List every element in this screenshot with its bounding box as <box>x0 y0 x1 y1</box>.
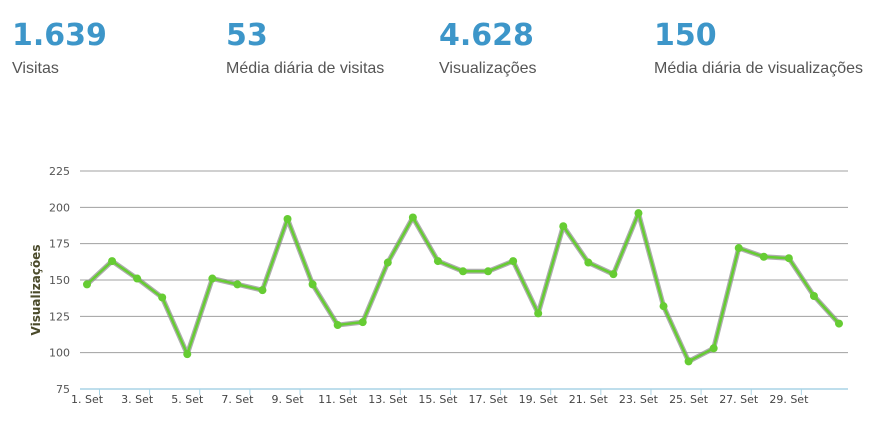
data-point-day-18 <box>509 257 518 266</box>
data-point-day-15 <box>433 257 442 266</box>
y-tick-label-150: 150 <box>49 274 70 287</box>
x-tick-label-7: 13. Set <box>368 393 408 406</box>
stat-views-label: Visualizações <box>439 60 537 77</box>
chart-y-tick-labels: 75 100 125 150 175 200 225 <box>49 165 70 396</box>
stat-daily-views-value: 150 <box>654 18 717 53</box>
x-tick-label-3: 5. Set <box>171 393 204 406</box>
y-tick-label-100: 100 <box>49 347 70 360</box>
data-point-day-11 <box>333 321 342 330</box>
data-point-day-21 <box>584 258 593 267</box>
x-tick-label-2: 3. Set <box>121 393 154 406</box>
stat-daily-visits-label: Média diária de visitas <box>226 60 385 77</box>
x-tick-label-15: 29. Set <box>769 393 809 406</box>
stat-views: 4.628 Visualizações <box>439 18 537 80</box>
data-point-day-4 <box>158 293 167 302</box>
data-point-day-30 <box>809 291 818 300</box>
data-point-day-12 <box>358 318 367 327</box>
y-tick-label-200: 200 <box>49 201 70 214</box>
data-point-day-14 <box>408 213 417 222</box>
x-tick-label-4: 7. Set <box>221 393 254 406</box>
stat-daily-visits-value: 53 <box>226 18 268 53</box>
stat-visits-value: 1.639 <box>12 18 107 53</box>
x-tick-label-10: 19. Set <box>519 393 559 406</box>
data-point-day-20 <box>559 222 568 231</box>
x-tick-label-9: 17. Set <box>469 393 509 406</box>
stat-daily-visits: 53 Média diária de visitas <box>226 18 384 80</box>
data-point-day-26 <box>709 344 718 353</box>
data-point-day-17 <box>484 267 493 276</box>
data-point-day-28 <box>759 252 768 261</box>
data-point-day-25 <box>684 357 693 366</box>
x-tick-label-11: 21. Set <box>569 393 609 406</box>
data-point-day-31 <box>835 319 843 328</box>
data-point-day-23 <box>634 209 643 218</box>
chart-x-tick-labels: 1. Set 3. Set 5. Set 7. Set 9. Set 11. Set 13.… <box>71 389 809 406</box>
x-tick-label-8: 15. Set <box>418 393 458 406</box>
data-point-day-8 <box>258 286 267 295</box>
x-tick-label-5: 9. Set <box>272 393 305 406</box>
stat-daily-views-label: Média diária de visualizações <box>654 60 863 77</box>
data-point-day-19 <box>534 309 543 318</box>
data-point-day-2 <box>108 257 117 266</box>
views-line-chart: 75 100 125 150 175 200 225 1. Set 3. Set 5. Set 7… <box>29 165 848 406</box>
data-point-day-10 <box>308 280 317 289</box>
data-point-day-6 <box>208 274 217 283</box>
data-point-day-1 <box>83 280 91 289</box>
data-point-day-13 <box>383 258 392 267</box>
chart-gridlines <box>80 170 848 390</box>
data-point-day-7 <box>233 280 242 289</box>
series-line-shadow <box>84 210 842 364</box>
data-point-day-9 <box>283 214 292 223</box>
data-point-day-5 <box>183 350 192 359</box>
data-point-day-3 <box>133 274 142 283</box>
stats-summary: 1.639 Visitas 53 Média diária de visitas… <box>0 0 876 110</box>
series-line <box>85 211 841 363</box>
stat-visits: 1.639 Visitas <box>12 18 107 80</box>
data-point-day-24 <box>659 302 668 311</box>
chart-series-views <box>83 209 843 366</box>
stat-daily-views: 150 Média diária de visualizações <box>654 18 863 80</box>
stat-visits-label: Visitas <box>12 60 59 77</box>
x-tick-label-13: 25. Set <box>669 393 709 406</box>
stat-views-value: 4.628 <box>439 18 534 53</box>
y-tick-label-225: 225 <box>49 165 70 178</box>
y-tick-label-175: 175 <box>49 238 70 251</box>
data-point-day-16 <box>459 267 467 276</box>
x-tick-label-1: 1. Set <box>71 393 104 406</box>
data-point-day-29 <box>784 254 793 263</box>
x-tick-label-14: 27. Set <box>719 393 759 406</box>
chart-y-axis-label: Visualizações <box>29 245 43 336</box>
y-tick-label-75: 75 <box>56 383 70 396</box>
y-tick-label-125: 125 <box>49 310 70 323</box>
x-tick-label-12: 23. Set <box>619 393 659 406</box>
x-tick-label-6: 11. Set <box>318 393 358 406</box>
data-point-day-27 <box>734 244 743 253</box>
data-point-day-22 <box>609 270 618 279</box>
